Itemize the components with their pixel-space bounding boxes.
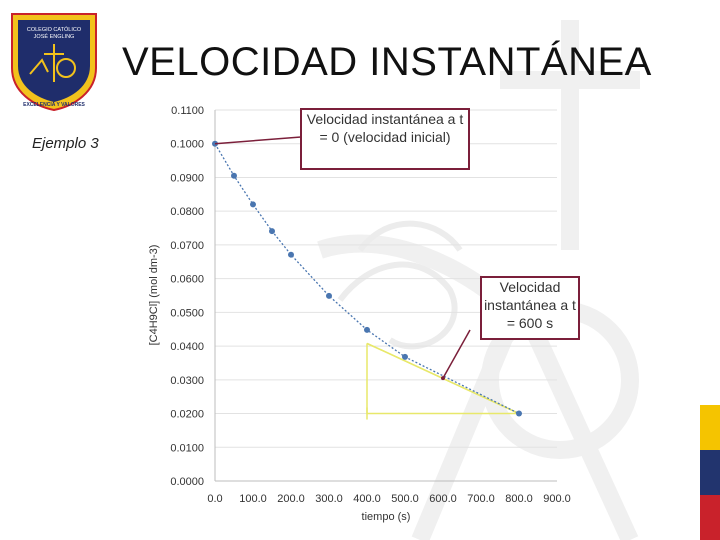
y-axis-label: [C4H9Cl] (mol dm-3)	[148, 245, 160, 346]
pointer-initial-rate	[214, 136, 302, 145]
data-point	[288, 251, 294, 258]
data-point	[364, 326, 370, 333]
data-point	[269, 228, 275, 235]
y-tick-label: 0.0700	[170, 240, 204, 252]
slide-title: VELOCIDAD INSTANTÁNEA	[122, 40, 652, 84]
logo-text-top-2: JOSÉ ENGLING	[34, 33, 75, 40]
series-line	[214, 143, 520, 415]
y-tick-label: 0.0100	[170, 442, 204, 454]
flag-stripe-yellow	[700, 405, 720, 450]
annotation-pointers	[214, 136, 471, 381]
y-tick-label: 0.0000	[170, 476, 204, 488]
annotation-initial-rate: Velocidad instantánea a t = 0 (velocidad…	[300, 108, 470, 170]
data-series	[212, 140, 522, 417]
x-tick-label: 500.0	[391, 493, 419, 505]
x-tick-label: 0.0	[207, 493, 222, 505]
logo-text-bottom: EXCELENCIA Y VALORES	[23, 102, 85, 108]
pointer-end-dot	[441, 376, 445, 381]
x-tick-labels: 0.0 100.0 200.0 300.0 400.0 500.0 600.0 700.0 80…	[207, 493, 570, 505]
x-tick-label: 900.0	[543, 493, 571, 505]
flag-stripe-red	[700, 495, 720, 540]
y-tick-label: 0.0300	[170, 375, 204, 387]
x-axis-label: tiempo (s)	[362, 511, 411, 523]
x-tick-label: 400.0	[353, 493, 381, 505]
chart-axes	[214, 110, 557, 482]
x-tick-label: 300.0	[315, 493, 343, 505]
x-tick-label: 800.0	[505, 493, 533, 505]
y-tick-label: 0.0900	[170, 172, 204, 184]
y-tick-label: 0.0600	[170, 274, 204, 286]
y-tick-label: 0.1000	[170, 139, 204, 151]
y-tick-label: 0.0800	[170, 206, 204, 218]
data-point	[231, 172, 237, 179]
pointer-rate-600s	[442, 329, 471, 379]
flag-stripe-blue	[700, 450, 720, 495]
y-tick-labels: 0.0000 0.0100 0.0200 0.0300 0.0400 0.0500 0.06…	[170, 105, 204, 488]
data-point	[516, 410, 522, 417]
logo-text-top-1: COLEGIO CATÓLICO	[27, 26, 82, 33]
y-tick-label: 0.1100	[171, 105, 204, 117]
school-logo: COLEGIO CATÓLICO JOSÉ ENGLING EXCELENCIA…	[11, 13, 97, 112]
x-tick-label: 700.0	[467, 493, 495, 505]
tangent-construction	[366, 342, 520, 420]
example-label: Ejemplo 3	[32, 135, 99, 152]
x-tick-label: 100.0	[239, 493, 267, 505]
y-tick-label: 0.0200	[170, 409, 204, 421]
data-point	[326, 292, 332, 299]
data-point	[402, 353, 408, 360]
data-point	[250, 201, 256, 208]
y-tick-label: 0.0400	[170, 341, 204, 353]
x-tick-label: 600.0	[429, 493, 457, 505]
y-tick-label: 0.0500	[170, 307, 204, 319]
annotation-rate-600s: Velocidad instantánea a t = 600 s	[480, 276, 580, 340]
x-tick-label: 200.0	[277, 493, 305, 505]
